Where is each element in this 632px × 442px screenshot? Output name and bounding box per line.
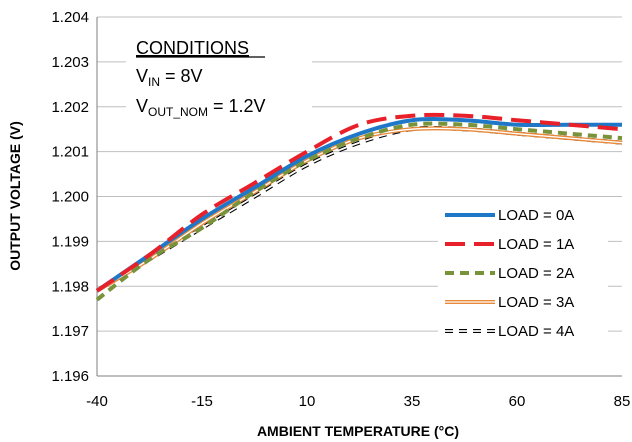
x-tick-label: -15	[191, 393, 213, 410]
y-axis-label: OUTPUT VOLTAGE (V)	[7, 121, 23, 271]
tick-labels: 1.196 1.197 1.198 1.199 1.200 1.201 1.202 1.203…	[51, 9, 630, 410]
condition-vout: VOUT_NOM = 1.2V	[136, 96, 266, 119]
x-tick-label: 35	[404, 393, 421, 410]
legend-label: LOAD = 2A	[498, 265, 574, 282]
legend-label: LOAD = 3A	[498, 294, 574, 311]
y-tick-label: 1.204	[51, 9, 89, 26]
legend-label: LOAD = 4A	[498, 323, 574, 340]
legend-item: LOAD = 4A	[445, 323, 574, 340]
series-line-load-2a	[95, 121, 623, 302]
series-line-load-0a	[95, 117, 622, 293]
x-tick-label: -40	[86, 393, 108, 410]
legend-item: LOAD = 2A	[445, 265, 574, 282]
legend-item: LOAD = 1A	[445, 236, 574, 253]
y-tick-label: 1.196	[51, 368, 89, 385]
y-tick-label: 1.199	[51, 233, 89, 250]
x-tick-label: 10	[299, 393, 316, 410]
conditions-box: CONDITIONS VIN = 8V VOUT_NOM = 1.2V	[126, 30, 312, 126]
legend-item: LOAD = 0A	[445, 207, 574, 224]
y-tick-label: 1.201	[51, 144, 89, 161]
condition-vin: VIN = 8V	[136, 66, 203, 89]
y-tick-label: 1.203	[51, 54, 89, 71]
series-line-load-3a	[95, 126, 623, 293]
conditions-heading: CONDITIONS	[136, 38, 249, 58]
series-line-load-1a	[95, 112, 623, 293]
x-tick-label: 60	[509, 393, 526, 410]
y-tick-label: 1.197	[51, 323, 89, 340]
y-tick-label: 1.200	[51, 189, 89, 206]
series-lines	[95, 112, 623, 302]
x-tick-label: 85	[614, 393, 631, 410]
legend-item: LOAD = 3A	[445, 294, 574, 311]
legend: LOAD = 0A LOAD = 1A LOAD = 2A LOAD = 3A LOAD…	[438, 200, 608, 358]
x-axis-label: AMBIENT TEMPERATURE (°C)	[257, 423, 459, 439]
legend-label: LOAD = 1A	[498, 236, 574, 253]
y-tick-label: 1.198	[51, 278, 89, 295]
legend-label: LOAD = 0A	[498, 207, 574, 224]
y-tick-label: 1.202	[51, 99, 89, 116]
axes	[96, 17, 622, 377]
